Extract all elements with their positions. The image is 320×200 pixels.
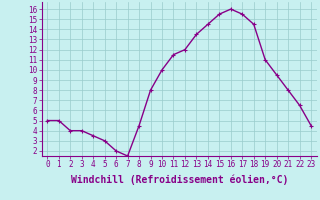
X-axis label: Windchill (Refroidissement éolien,°C): Windchill (Refroidissement éolien,°C) [70, 175, 288, 185]
